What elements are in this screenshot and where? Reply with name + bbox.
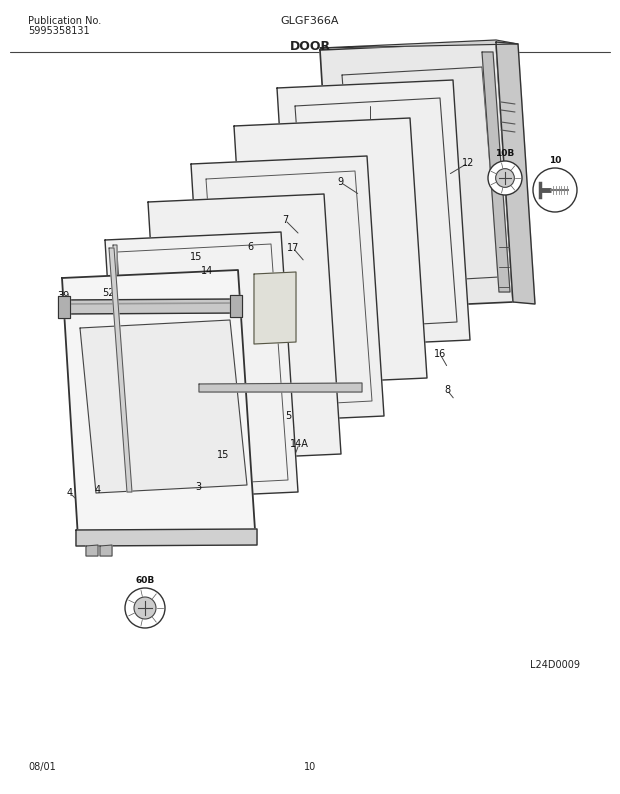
Text: 4: 4 — [95, 485, 101, 495]
Text: 14: 14 — [201, 266, 213, 276]
Text: GLGF366A: GLGF366A — [281, 16, 339, 26]
Text: 9: 9 — [337, 177, 343, 187]
Text: 15: 15 — [190, 252, 202, 262]
Polygon shape — [482, 52, 510, 292]
Polygon shape — [254, 272, 296, 344]
Polygon shape — [218, 277, 254, 327]
Polygon shape — [58, 296, 70, 318]
Text: 4: 4 — [67, 488, 73, 498]
Text: 12: 12 — [462, 158, 474, 168]
Polygon shape — [199, 383, 362, 392]
Circle shape — [125, 588, 165, 628]
Text: 17: 17 — [287, 243, 299, 253]
Polygon shape — [80, 320, 247, 493]
Text: ©ReplacementParts.com: ©ReplacementParts.com — [234, 385, 356, 395]
Polygon shape — [148, 194, 341, 462]
Text: 10: 10 — [304, 762, 316, 772]
Text: 10B: 10B — [495, 149, 515, 158]
Polygon shape — [234, 118, 427, 386]
Text: 08/01: 08/01 — [28, 762, 56, 772]
Circle shape — [533, 168, 577, 212]
Text: 5995358131: 5995358131 — [28, 26, 90, 36]
Polygon shape — [60, 299, 240, 314]
Text: 52: 52 — [102, 288, 114, 298]
Text: 16: 16 — [434, 349, 446, 359]
Text: 14A: 14A — [290, 439, 308, 449]
Text: 3: 3 — [195, 482, 201, 492]
Text: 15: 15 — [217, 450, 229, 460]
Polygon shape — [320, 40, 518, 48]
Polygon shape — [86, 545, 98, 556]
Text: 6: 6 — [247, 242, 253, 252]
Polygon shape — [191, 156, 384, 424]
Polygon shape — [113, 245, 119, 495]
Polygon shape — [100, 545, 112, 556]
Text: 7: 7 — [282, 215, 288, 225]
Polygon shape — [277, 80, 470, 348]
Text: 8: 8 — [444, 385, 450, 395]
Text: 5: 5 — [285, 411, 291, 421]
Text: L24D0009: L24D0009 — [530, 660, 580, 670]
Text: 10: 10 — [549, 156, 561, 165]
Polygon shape — [320, 42, 513, 310]
Polygon shape — [76, 529, 257, 546]
Polygon shape — [230, 295, 242, 317]
Polygon shape — [109, 248, 132, 492]
Text: 60B: 60B — [135, 576, 154, 585]
Text: Publication No.: Publication No. — [28, 16, 101, 26]
Polygon shape — [62, 270, 255, 538]
Text: DOOR: DOOR — [290, 40, 330, 53]
Polygon shape — [105, 232, 298, 500]
Circle shape — [495, 168, 515, 187]
Text: 39: 39 — [57, 291, 69, 301]
Circle shape — [488, 161, 522, 195]
Polygon shape — [496, 42, 535, 304]
Circle shape — [134, 597, 156, 619]
